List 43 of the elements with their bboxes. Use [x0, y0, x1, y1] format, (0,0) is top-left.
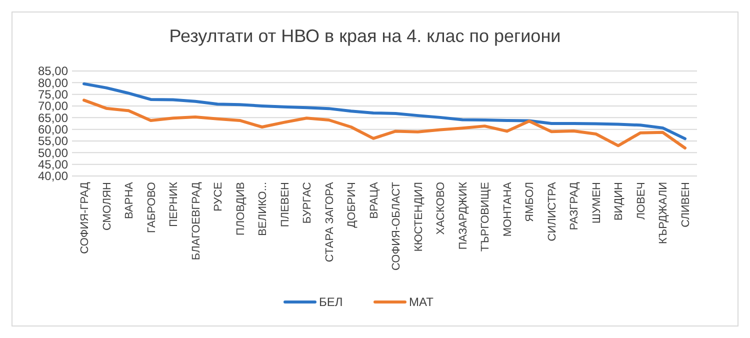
x-tick-label: СМОЛЯН — [101, 182, 114, 231]
x-tick-label: ПЛОВДИВ — [234, 182, 247, 236]
legend-label: БЕЛ — [319, 295, 343, 310]
x-tick-label: СТАРА ЗАГОРА — [324, 181, 336, 262]
x-tick-label: СИЛИСТРА — [546, 181, 558, 242]
x-tick-label: ЯМБОЛ — [524, 182, 536, 222]
x-tick-label: СЛИВЕН — [680, 182, 692, 228]
y-tick-label: 40,00 — [38, 169, 68, 184]
x-tick-label: МОНТАНА — [502, 181, 514, 237]
x-tick-label: СОФИЯ-ГРАД — [79, 181, 91, 254]
x-tick-label: ГАБРОВО — [146, 182, 158, 233]
x-tick-label: ВЕЛИКО... — [257, 182, 270, 236]
x-tick-label: ПЕРНИК — [168, 181, 180, 227]
legend-label: МАТ — [409, 295, 434, 310]
y-tick-label: 45,00 — [38, 158, 68, 172]
chart-title: Резултати от НВО в края на 4. клас по региони — [169, 26, 561, 46]
y-tick-label: 50,00 — [38, 146, 68, 160]
x-tick-label: ВИДИН — [613, 182, 626, 221]
x-tick-label: ХАСКОВО — [435, 182, 448, 235]
x-tick-label: ВАРНА — [124, 181, 136, 219]
x-tick-label: ЛОВЕЧ — [635, 182, 648, 220]
line-series — [82, 82, 686, 140]
x-tick-label: ПАЗАРДЖИК — [457, 181, 470, 250]
y-tick-label: 70,00 — [38, 99, 68, 114]
y-tick-label: 85,00 — [38, 64, 68, 78]
y-tick-label: 75,00 — [38, 88, 68, 102]
y-tick-label: 60,00 — [38, 122, 68, 137]
x-tick-label: КЪРДЖАЛИ — [658, 182, 670, 244]
x-tick-label: РУСЕ — [212, 182, 225, 212]
y-tick-label: 65,00 — [38, 110, 68, 125]
x-tick-label: РАЗГРАД — [568, 181, 581, 230]
x-tick-label: КЮСТЕНДИЛ — [412, 182, 425, 252]
x-tick-label: ВРАЦА — [368, 181, 380, 219]
x-tick-label: СОФИЯ-ОБЛАСТ — [390, 182, 403, 271]
y-tick-label: 55,00 — [38, 134, 68, 148]
line-series — [82, 98, 686, 150]
x-tick-label: ТЪРГОВИЩЕ — [480, 182, 492, 252]
x-tick-label: ШУМЕН — [590, 182, 603, 224]
x-tick-label: БЛАГОЕВГРАД — [190, 181, 202, 260]
x-tick-label: ДОБРИЧ — [346, 182, 358, 228]
x-tick-label: ПЛЕВЕН — [279, 182, 292, 228]
x-tick-label: БУРГАС — [302, 182, 314, 224]
y-tick-label: 80,00 — [38, 76, 68, 90]
